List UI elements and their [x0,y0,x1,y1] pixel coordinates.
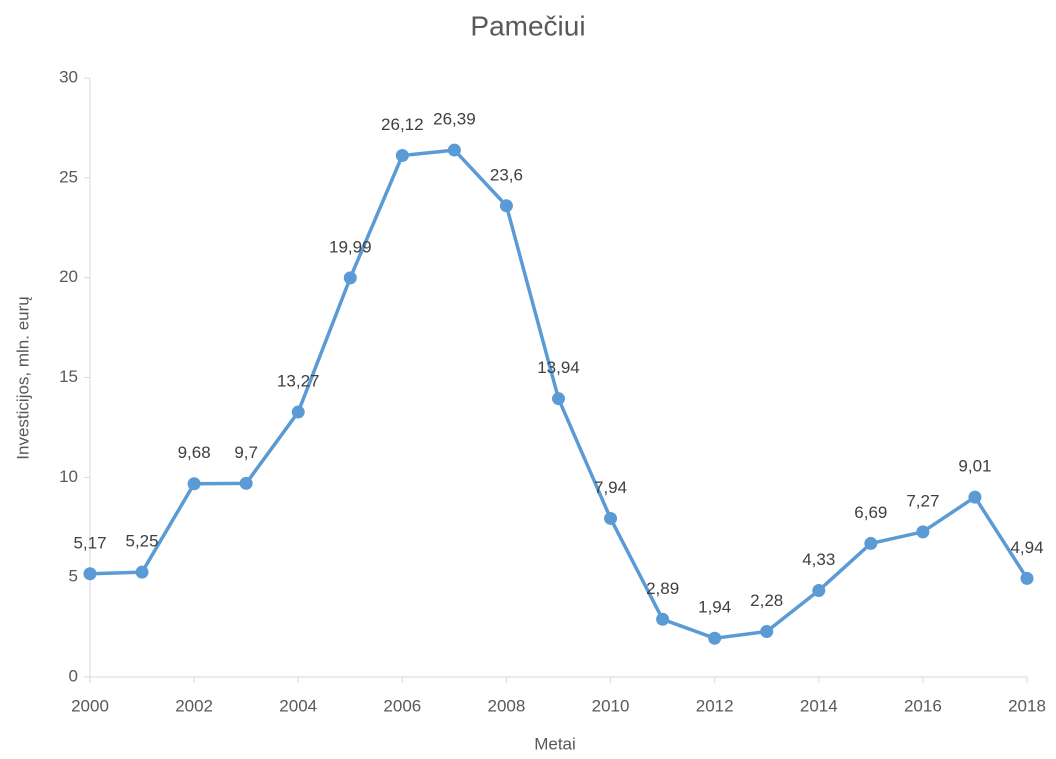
marker [916,525,930,539]
y-tick-label: 15 [59,367,78,386]
marker [291,405,305,419]
marker [343,271,357,285]
marker [1020,571,1034,585]
data-label: 9,01 [958,457,991,476]
x-tick-label: 2002 [175,696,213,715]
y-tick-label: 10 [59,467,78,486]
data-label: 6,69 [854,503,887,522]
data-label: 1,94 [698,598,731,617]
data-label: 26,12 [381,115,424,134]
data-label: 23,6 [490,165,523,184]
data-label: 13,94 [537,358,580,377]
data-label: 9,68 [178,443,211,462]
y-tick-label: 20 [59,267,78,286]
marker [552,392,565,406]
data-label: 19,99 [329,237,372,256]
x-tick-label: 2012 [696,696,734,715]
x-tick-label: 2004 [279,696,317,715]
marker [239,476,253,490]
data-label: 2,89 [646,579,679,598]
x-tick-label: 2006 [383,696,421,715]
x-tick-label: 2014 [800,696,838,715]
marker [135,565,149,579]
x-axis-label: Metai [534,734,576,753]
data-label: 26,39 [433,110,476,129]
data-label: 13,27 [277,372,320,391]
data-label: 7,27 [906,491,939,510]
marker [864,536,878,550]
data-label: 9,7 [234,443,258,462]
x-tick-label: 2018 [1008,696,1046,715]
y-tick-label: 5 [69,567,78,586]
marker [447,143,461,157]
x-tick-label: 2016 [904,696,942,715]
marker [499,199,513,213]
x-tick-label: 2010 [592,696,630,715]
x-tick-label: 2000 [71,696,109,715]
data-label: 5,25 [126,532,159,551]
y-tick-label: 25 [59,167,78,186]
marker [708,631,722,645]
marker [812,584,826,598]
x-tick-label: 2008 [488,696,526,715]
data-label: 4,33 [802,550,835,569]
y-axis-label: Investicijos, mln. eurų [13,296,32,459]
marker [395,148,409,162]
y-tick-label: 0 [69,666,78,685]
marker [656,612,670,626]
chart-title: Pamečiui [470,10,585,41]
y-tick-label: 30 [59,67,78,86]
data-label: 7,94 [594,478,627,497]
marker [187,477,201,491]
data-label: 2,28 [750,591,783,610]
data-label: 5,17 [73,533,106,552]
marker [760,624,774,638]
marker [604,511,618,525]
marker [83,567,97,581]
marker [968,490,982,504]
data-label: 4,94 [1010,538,1043,557]
